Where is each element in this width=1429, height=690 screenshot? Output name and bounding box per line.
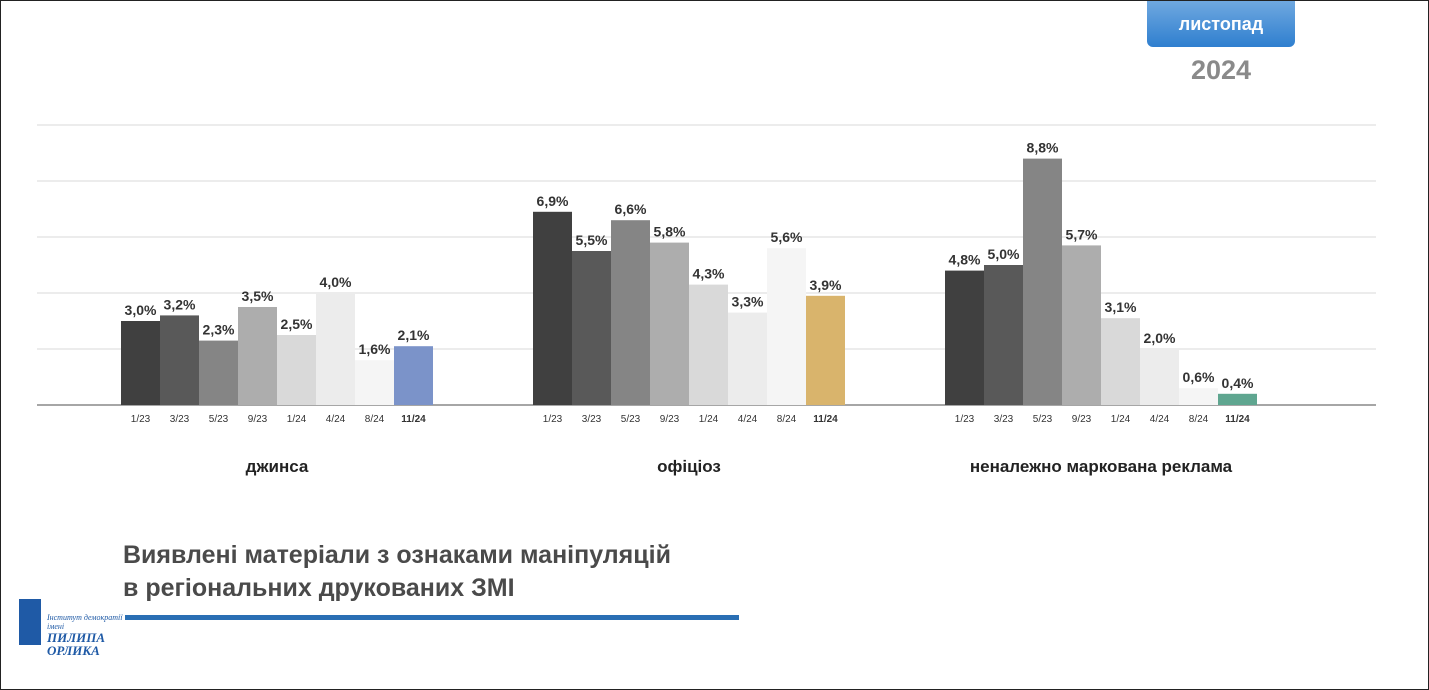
bar: [806, 295, 845, 405]
bar: [650, 242, 689, 405]
emblem-icon: [19, 599, 41, 645]
institute-logo: Інститут демократії імені ПИЛИПА ОРЛИКА: [19, 599, 123, 657]
data-label: 5,6%: [771, 229, 803, 245]
tick-label: 1/24: [287, 414, 307, 425]
bar: [1179, 388, 1218, 405]
bar: [1218, 393, 1257, 405]
bar-chart: 3,0% 1/23 3,2% 3/23 2,3% 5/23 3,5% 9/23 2,5% 1/24…: [37, 124, 1376, 476]
bar: [1101, 318, 1140, 405]
tick-label: 9/23: [660, 414, 680, 425]
data-label: 0,6%: [1183, 369, 1215, 385]
tick-label: 3/23: [994, 414, 1014, 425]
tick-label: 3/23: [582, 414, 602, 425]
data-label: 3,2%: [164, 296, 196, 312]
data-label: 0,4%: [1222, 375, 1254, 391]
tick-label: 11/24: [401, 414, 426, 425]
data-label: 5,7%: [1066, 226, 1098, 242]
bar: [238, 307, 277, 405]
bar: [160, 315, 199, 405]
bar: [728, 312, 767, 405]
data-label: 3,5%: [242, 288, 274, 304]
bar: [121, 321, 160, 405]
data-label: 5,8%: [654, 224, 686, 240]
data-label: 3,1%: [1105, 299, 1137, 315]
bar: [316, 293, 355, 405]
title-line-2: в регіональних друкованих ЗМІ: [123, 574, 515, 602]
data-label: 3,0%: [125, 302, 157, 318]
tick-label: 5/23: [621, 414, 641, 425]
tick-label: 8/24: [1189, 414, 1209, 425]
tick-label: 4/24: [326, 414, 346, 425]
data-label: 5,5%: [576, 232, 608, 248]
group-label: неналежно маркована реклама: [970, 457, 1233, 476]
tick-label: 9/23: [1072, 414, 1092, 425]
data-label: 2,3%: [203, 322, 235, 338]
data-label: 5,0%: [988, 246, 1020, 262]
page-title: Виявлені матеріали з ознаками маніпуляці…: [123, 539, 671, 605]
tick-label: 1/23: [131, 414, 151, 425]
tick-label: 1/23: [955, 414, 975, 425]
bar: [394, 346, 433, 405]
data-label: 2,1%: [398, 327, 430, 343]
bar: [945, 270, 984, 405]
bar: [611, 220, 650, 405]
data-label: 3,9%: [810, 277, 842, 293]
bar: [572, 251, 611, 405]
title-underline: [125, 615, 739, 620]
tick-label: 1/24: [699, 414, 719, 425]
data-label: 2,0%: [1144, 330, 1176, 346]
group-label: офіціоз: [657, 457, 721, 476]
tick-label: 4/24: [1150, 414, 1170, 425]
month-badge: листопад: [1147, 1, 1295, 47]
tick-label: 1/23: [543, 414, 563, 425]
year-label: 2024: [1190, 55, 1252, 85]
data-label: 6,6%: [615, 201, 647, 217]
title-line-1: Виявлені матеріали з ознаками маніпуляці…: [123, 541, 671, 569]
data-label: 4,0%: [320, 274, 352, 290]
data-label: 8,8%: [1027, 140, 1059, 156]
tick-label: 1/24: [1111, 414, 1131, 425]
bar: [689, 284, 728, 405]
tick-label: 3/23: [170, 414, 190, 425]
data-label: 6,9%: [537, 193, 569, 209]
data-label: 2,5%: [281, 316, 313, 332]
tick-label: 8/24: [777, 414, 797, 425]
tick-label: 11/24: [1225, 414, 1250, 425]
tick-label: 5/23: [1033, 414, 1053, 425]
bar: [984, 265, 1023, 405]
tick-label: 9/23: [248, 414, 268, 425]
tick-label: 4/24: [738, 414, 758, 425]
logo-text: Інститут демократії імені ПИЛИПА ОРЛИКА: [47, 613, 123, 658]
data-label: 3,3%: [732, 294, 764, 310]
group-label: джинса: [246, 457, 309, 476]
data-label: 1,6%: [359, 341, 391, 357]
bar: [1062, 245, 1101, 405]
bar: [355, 360, 394, 405]
data-label: 4,8%: [949, 252, 981, 268]
bar: [1140, 349, 1179, 405]
bar: [1023, 158, 1062, 405]
tick-label: 11/24: [813, 414, 838, 425]
data-label: 4,3%: [693, 266, 725, 282]
bar: [533, 211, 572, 405]
bar: [199, 340, 238, 405]
tick-label: 5/23: [209, 414, 229, 425]
bar: [767, 248, 806, 405]
tick-label: 8/24: [365, 414, 385, 425]
bar: [277, 335, 316, 405]
